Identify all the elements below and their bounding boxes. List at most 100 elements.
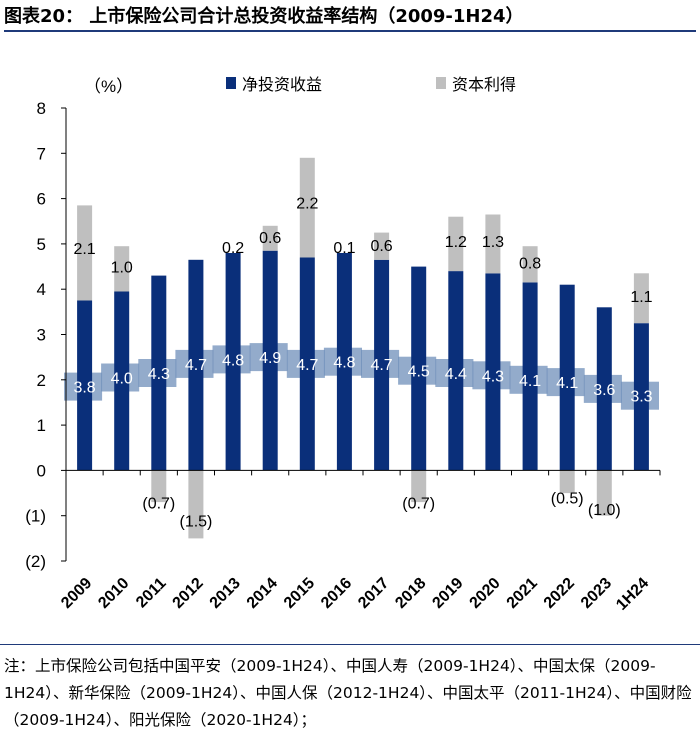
y-tick-label: 2 xyxy=(37,371,46,390)
net-yield-label: 3.3 xyxy=(630,389,652,406)
net-yield-label: 3.8 xyxy=(73,380,95,397)
net-yield-bar xyxy=(559,284,575,471)
x-tick-label: 2022 xyxy=(541,575,578,612)
y-tick-label: 1 xyxy=(37,416,46,435)
net-yield-bar xyxy=(225,253,241,471)
chart-title: 图表20： 上市保险公司合计总投资收益率结构（2009-1H24） xyxy=(4,2,696,32)
capital-gain-label: 1.0 xyxy=(111,260,133,277)
footnote: 注：上市保险公司包括中国平安（2009-1H24）、中国人寿（2009-1H24… xyxy=(0,644,700,738)
capital-gain-label: 0.8 xyxy=(519,255,541,272)
net-yield-label: 4.7 xyxy=(296,357,318,374)
net-yield-label: 4.1 xyxy=(556,375,578,392)
capital-gain-label: (0.7) xyxy=(142,495,175,512)
y-tick-label: 7 xyxy=(37,144,46,163)
y-tick-label: 4 xyxy=(37,280,46,299)
net-yield-bar xyxy=(336,253,352,471)
capital-gain-bar xyxy=(77,205,93,301)
net-yield-label: 4.3 xyxy=(482,368,504,385)
capital-gain-label: 2.2 xyxy=(296,196,318,213)
capital-gain-bar xyxy=(596,470,612,516)
net-yield-bar xyxy=(188,259,204,471)
capital-gain-label: (1.0) xyxy=(588,502,621,519)
capital-gain-label: 0.1 xyxy=(333,240,355,257)
capital-gain-bar xyxy=(262,225,278,251)
net-yield-label: 4.8 xyxy=(222,352,244,369)
x-tick-label: 2016 xyxy=(318,575,355,612)
net-yield-bar xyxy=(114,291,130,471)
capital-gain-label: (0.7) xyxy=(402,495,435,512)
capital-gain-bar xyxy=(299,157,315,258)
legend-swatch xyxy=(436,77,446,89)
net-yield-bar xyxy=(151,275,167,471)
capital-gain-label: 1.3 xyxy=(482,234,504,251)
y-tick-label: 6 xyxy=(37,190,46,209)
capital-gain-label: 0.6 xyxy=(259,230,281,247)
y-tick-label: (2) xyxy=(25,552,46,571)
y-tick-label: 8 xyxy=(37,99,46,118)
net-yield-label: 3.6 xyxy=(593,382,615,399)
x-tick-label: 1H24 xyxy=(613,575,652,614)
capital-gain-bar xyxy=(485,214,501,274)
net-yield-label: 4.5 xyxy=(408,364,430,381)
capital-gain-bar xyxy=(522,246,538,283)
x-tick-label: 2015 xyxy=(281,575,318,612)
net-yield-label: 4.9 xyxy=(259,350,281,367)
x-tick-label: 2010 xyxy=(95,575,132,612)
capital-gain-label: (0.5) xyxy=(551,491,584,508)
legend-swatch xyxy=(226,77,236,89)
capital-gain-bar xyxy=(114,246,130,292)
net-yield-bar xyxy=(596,307,612,471)
legend-label: 净投资收益 xyxy=(242,76,322,94)
net-yield-bar xyxy=(522,282,538,471)
capital-gain-bar xyxy=(188,470,204,539)
capital-gain-bar xyxy=(559,470,575,494)
capital-gain-bar xyxy=(448,216,464,272)
net-yield-bar xyxy=(77,300,93,471)
legend: 净投资收益 资本利得 xyxy=(226,76,516,94)
net-yield-label: 4.0 xyxy=(111,371,133,388)
x-tick-label: 2011 xyxy=(133,575,170,612)
y-tick-label: 3 xyxy=(37,326,46,345)
net-yield-label: 4.7 xyxy=(370,357,392,374)
unit-label: （%） xyxy=(84,77,133,96)
capital-gain-label: 1.2 xyxy=(445,234,467,251)
y-tick-label: 0 xyxy=(37,461,46,480)
x-tick-label: 2019 xyxy=(429,575,466,612)
footnote-text: 注：上市保险公司包括中国平安（2009-1H24）、中国人寿（2009-1H24… xyxy=(4,657,692,729)
capital-gain-label: (1.5) xyxy=(179,513,212,530)
x-tick-label: 2023 xyxy=(578,575,615,612)
capital-gain-bar xyxy=(151,470,167,503)
capital-gain-label: 1.1 xyxy=(630,289,652,306)
net-yield-bar xyxy=(374,259,390,471)
net-yield-bar xyxy=(485,273,501,471)
legend-label: 资本利得 xyxy=(452,76,516,94)
capital-gain-bar xyxy=(411,470,427,503)
x-tick-label: 2021 xyxy=(504,575,541,612)
x-tick-label: 2013 xyxy=(207,575,244,612)
net-yield-bar xyxy=(411,266,427,471)
net-yield-bar xyxy=(633,323,649,471)
capital-gain-bar xyxy=(374,232,390,260)
x-tick-label: 2014 xyxy=(244,575,281,612)
x-tick-label: 2018 xyxy=(392,575,429,612)
capital-gain-bar xyxy=(633,273,649,324)
x-tick-label: 2020 xyxy=(467,575,504,612)
net-yield-label: 4.4 xyxy=(445,366,467,383)
net-yield-label: 4.7 xyxy=(185,357,207,374)
capital-gain-label: 2.1 xyxy=(73,241,95,258)
label-layer: 3.8 2.1 4.0 1.0 4.3 (0.7) 4.7 (1.5) 4.8 0.2 4.9 0.6… xyxy=(73,196,652,531)
x-tick-label: 2009 xyxy=(58,575,95,612)
y-tick-label: 5 xyxy=(37,235,46,254)
net-yield-label: 4.1 xyxy=(519,373,541,390)
x-tick-label: 2017 xyxy=(355,575,392,612)
bar-layer xyxy=(77,157,649,539)
capital-gain-label: 0.6 xyxy=(370,238,392,255)
x-tick-label: 2012 xyxy=(170,575,207,612)
net-yield-label: 4.3 xyxy=(148,366,170,383)
capital-gain-label: 0.2 xyxy=(222,240,244,257)
y-tick-label: (1) xyxy=(25,507,46,526)
net-yield-bar xyxy=(262,250,278,471)
net-yield-label: 4.8 xyxy=(333,355,355,372)
net-yield-bar xyxy=(299,257,315,471)
